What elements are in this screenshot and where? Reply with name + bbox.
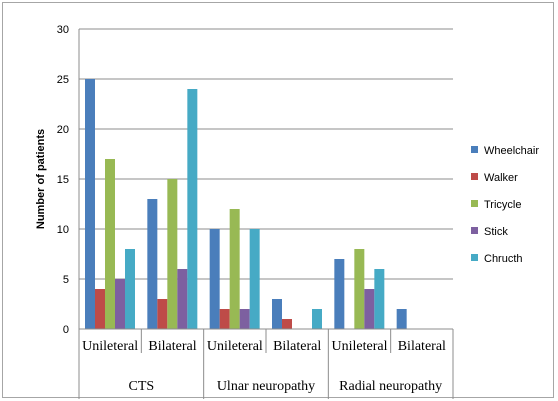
y-tick-label: 0 bbox=[63, 324, 69, 336]
bar-stick bbox=[364, 289, 375, 329]
bar-walker bbox=[282, 319, 292, 329]
y-axis-label: Number of patients bbox=[35, 129, 47, 229]
bar-stick bbox=[239, 309, 250, 329]
legend-swatch bbox=[471, 173, 478, 180]
bar-tricycle bbox=[354, 249, 365, 329]
bar-stick bbox=[177, 269, 188, 329]
bar-chructh bbox=[312, 309, 322, 329]
legend-label: Walker bbox=[484, 172, 518, 184]
legend-swatch bbox=[471, 227, 478, 234]
y-tick-label: 15 bbox=[57, 174, 69, 186]
bar-tricycle bbox=[105, 159, 115, 329]
y-tick-label: 20 bbox=[57, 124, 69, 136]
bar-wheelchair bbox=[147, 199, 158, 329]
y-tick-label: 5 bbox=[63, 274, 69, 286]
bar-tricycle bbox=[167, 179, 178, 329]
bar-tricycle bbox=[229, 209, 240, 329]
y-tick-label: 25 bbox=[57, 74, 69, 86]
bar-wheelchair bbox=[334, 259, 345, 329]
bar-chructh bbox=[125, 249, 135, 329]
bar-wheelchair bbox=[85, 79, 95, 329]
x-tick-label: Bilateral bbox=[148, 339, 196, 354]
bar-walker bbox=[219, 309, 230, 329]
legend-swatch bbox=[471, 200, 478, 207]
y-tick-label: 30 bbox=[57, 24, 69, 36]
legend-label: Stick bbox=[484, 226, 508, 238]
bar-walker bbox=[157, 299, 168, 329]
x-tick-label: Bilateral bbox=[398, 339, 446, 354]
bar-chructh bbox=[374, 269, 385, 329]
legend-label: Wheelchair bbox=[484, 145, 539, 157]
x-tick-label: Unileteral bbox=[332, 339, 388, 354]
group-label: CTS bbox=[128, 379, 154, 394]
legend-label: Tricycle bbox=[484, 199, 521, 211]
group-label: Ulnar neuropathy bbox=[217, 379, 315, 394]
group-label: Radial neuropathy bbox=[339, 379, 442, 394]
y-tick-label: 10 bbox=[57, 224, 69, 236]
bar-chructh bbox=[249, 229, 260, 329]
legend-label: Chructh bbox=[484, 253, 523, 265]
x-tick-label: Bilateral bbox=[273, 339, 321, 354]
bar-wheelchair bbox=[396, 309, 407, 329]
bar-wheelchair bbox=[272, 299, 282, 329]
bar-stick bbox=[115, 279, 125, 329]
x-tick-label: Unileteral bbox=[82, 339, 138, 354]
bar-walker bbox=[95, 289, 105, 329]
legend-swatch bbox=[471, 254, 478, 261]
legend-swatch bbox=[471, 146, 478, 153]
x-tick-label: Unileteral bbox=[207, 339, 263, 354]
bar-wheelchair bbox=[209, 229, 220, 329]
bar-chructh bbox=[187, 89, 198, 329]
